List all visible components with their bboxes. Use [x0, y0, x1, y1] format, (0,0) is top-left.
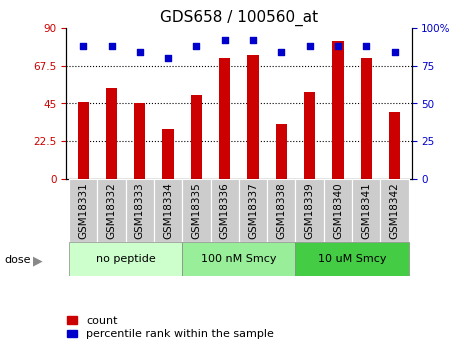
Text: GSM18342: GSM18342 [390, 182, 400, 239]
Bar [352, 179, 380, 242]
Point [249, 37, 257, 42]
Bar [182, 241, 296, 276]
Text: 10 uM Smcy: 10 uM Smcy [318, 254, 386, 264]
Bar [267, 179, 296, 242]
Text: GSM18335: GSM18335 [192, 182, 201, 239]
Bar [304, 92, 315, 179]
Bar [239, 179, 267, 242]
Bar [210, 179, 239, 242]
Bar [97, 179, 126, 242]
Title: GDS658 / 100560_at: GDS658 / 100560_at [160, 10, 318, 26]
Text: ▶: ▶ [33, 254, 43, 267]
Bar [380, 179, 409, 242]
Point [79, 43, 87, 49]
Text: GSM18336: GSM18336 [220, 182, 230, 239]
Legend: count, percentile rank within the sample: count, percentile rank within the sample [67, 316, 274, 339]
Text: GSM18341: GSM18341 [361, 182, 371, 239]
Bar [162, 129, 174, 179]
Bar [182, 179, 210, 242]
Bar [276, 124, 287, 179]
Point [164, 55, 172, 61]
Text: 100 nM Smcy: 100 nM Smcy [201, 254, 277, 264]
Bar [191, 95, 202, 179]
Bar [389, 112, 400, 179]
Text: GSM18332: GSM18332 [106, 182, 116, 239]
Point [391, 49, 398, 55]
Bar [69, 241, 182, 276]
Text: GSM18331: GSM18331 [78, 182, 88, 239]
Point [278, 49, 285, 55]
Text: GSM18339: GSM18339 [305, 182, 315, 239]
Bar [78, 102, 89, 179]
Point [306, 43, 314, 49]
Text: GSM18337: GSM18337 [248, 182, 258, 239]
Bar [247, 55, 259, 179]
Text: no peptide: no peptide [96, 254, 156, 264]
Text: GSM18333: GSM18333 [135, 182, 145, 239]
Text: dose: dose [5, 256, 31, 265]
Bar [296, 179, 324, 242]
Bar [324, 179, 352, 242]
Point [193, 43, 200, 49]
Text: GSM18340: GSM18340 [333, 182, 343, 239]
Bar [106, 88, 117, 179]
Bar [126, 179, 154, 242]
Bar [332, 41, 343, 179]
Point [362, 43, 370, 49]
Point [136, 49, 144, 55]
Bar [296, 241, 409, 276]
Bar [69, 179, 97, 242]
Point [334, 43, 342, 49]
Bar [360, 58, 372, 179]
Point [221, 37, 228, 42]
Bar [134, 104, 146, 179]
Bar [154, 179, 182, 242]
Bar [219, 58, 230, 179]
Point [108, 43, 115, 49]
Text: GSM18338: GSM18338 [276, 182, 286, 239]
Text: GSM18334: GSM18334 [163, 182, 173, 239]
